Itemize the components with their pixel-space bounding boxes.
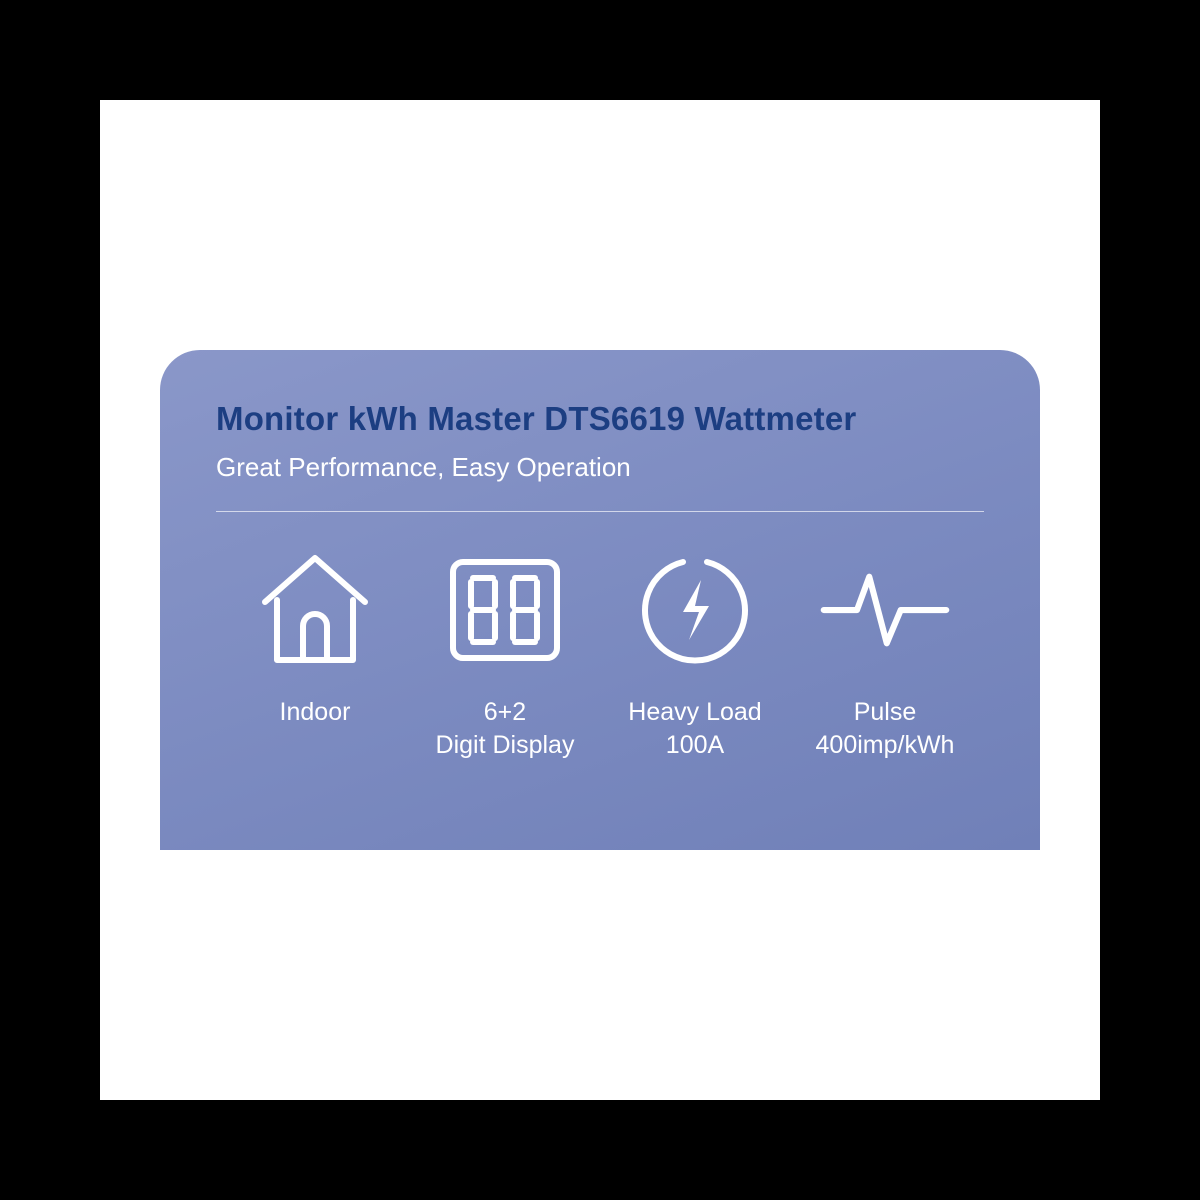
page-background: Monitor kWh Master DTS6619 Wattmeter Gre… (100, 100, 1100, 1100)
feature-indoor: Indoor (220, 540, 410, 731)
feature-heavy-load: Heavy Load 100A (600, 540, 790, 760)
feature-text: Indoor (280, 698, 351, 731)
feature-row: Indoor (216, 540, 984, 760)
feature-line1: Pulse (816, 698, 955, 727)
display-icon (435, 540, 575, 680)
feature-line2: Digit Display (436, 731, 575, 760)
feature-line1: Heavy Load (628, 698, 761, 727)
pulse-icon (815, 540, 955, 680)
feature-line2: 400imp/kWh (816, 731, 955, 760)
feature-line1: Indoor (280, 698, 351, 727)
feature-text: 6+2 Digit Display (436, 698, 575, 760)
house-icon (245, 540, 385, 680)
feature-line1: 6+2 (436, 698, 575, 727)
feature-line2: 100A (628, 731, 761, 760)
feature-digit-display: 6+2 Digit Display (410, 540, 600, 760)
card-subtitle: Great Performance, Easy Operation (216, 452, 984, 483)
product-info-card: Monitor kWh Master DTS6619 Wattmeter Gre… (160, 350, 1040, 850)
divider (216, 511, 984, 512)
feature-text: Heavy Load 100A (628, 698, 761, 760)
bolt-icon (625, 540, 765, 680)
feature-pulse: Pulse 400imp/kWh (790, 540, 980, 760)
feature-text: Pulse 400imp/kWh (816, 698, 955, 760)
card-title: Monitor kWh Master DTS6619 Wattmeter (216, 400, 984, 438)
